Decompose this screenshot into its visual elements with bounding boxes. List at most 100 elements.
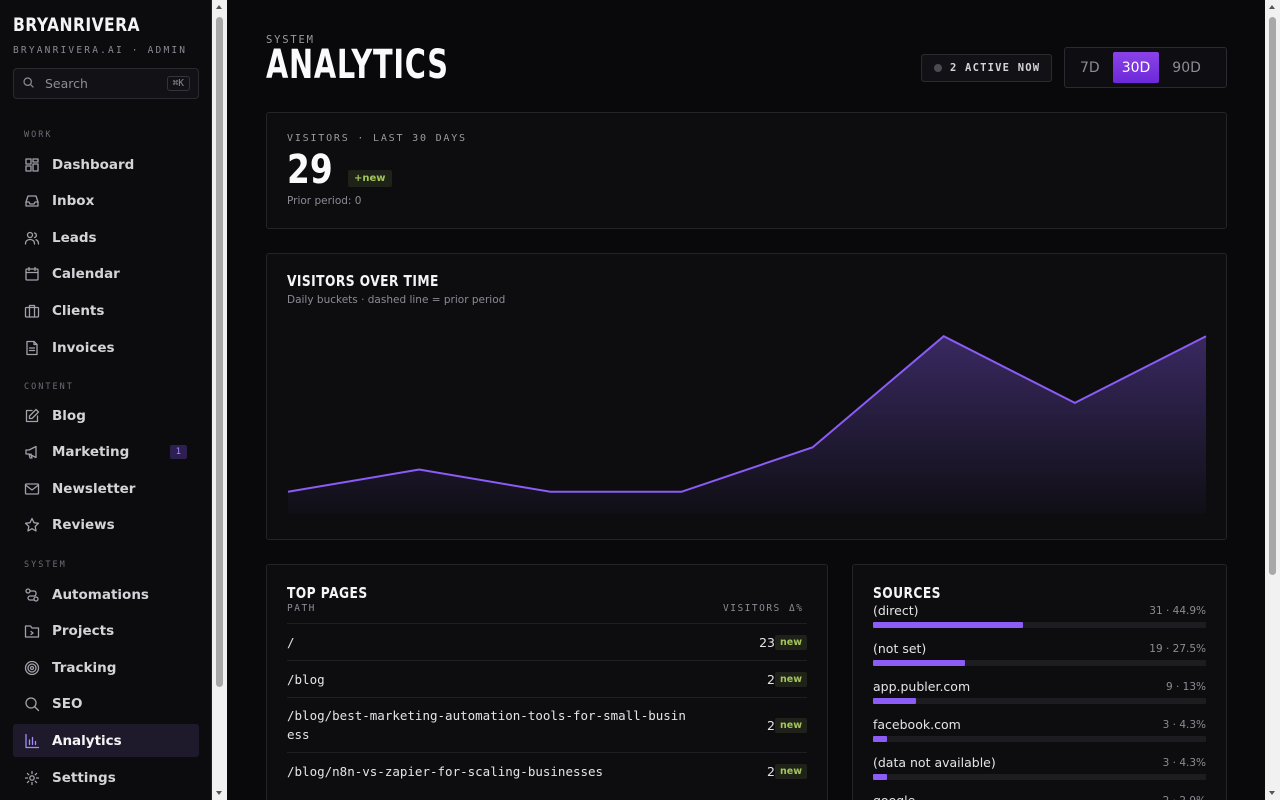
search-input[interactable]: Search	[45, 76, 88, 91]
brand-name[interactable]: BRYANRIVERA	[13, 14, 140, 36]
page-delta-badge: new	[775, 671, 807, 687]
sidebar-item-label: Analytics	[52, 732, 122, 749]
table-row[interactable]: /blog 2 new	[287, 660, 807, 697]
briefcase-icon	[24, 303, 40, 319]
sidebar-item-invoices[interactable]: Invoices	[13, 331, 199, 364]
search-shortcut: ⌘K	[166, 76, 190, 91]
source-name: facebook.com	[873, 717, 961, 732]
sidebar-item-label: SEO	[52, 696, 83, 713]
source-value: 3 · 4.3%	[1162, 719, 1206, 731]
page-path[interactable]: /blog/best-marketing-automation-tools-fo…	[287, 708, 686, 742]
table-row[interactable]: / 23 new	[287, 623, 807, 660]
chart-point[interactable]	[677, 488, 685, 496]
inbox-icon	[24, 193, 40, 209]
search-icon	[24, 696, 40, 712]
sidebar-item-label: Leads	[52, 229, 97, 246]
page-visitors: 2	[767, 717, 775, 733]
chart-point[interactable]	[809, 443, 817, 451]
source-row[interactable]: app.publer.com 9 · 13%	[873, 679, 1206, 717]
source-name: (not set)	[873, 641, 927, 656]
range-90d-button[interactable]: 90D	[1172, 59, 1201, 76]
megaphone-icon	[24, 444, 40, 460]
page-path[interactable]: /blog	[287, 671, 325, 687]
col-path-header: PATH	[287, 603, 316, 614]
page-delta-badge: new	[775, 717, 807, 733]
sidebar-item-marketing[interactable]: Marketing 1	[13, 436, 199, 469]
chart-point[interactable]	[940, 332, 948, 340]
source-bar-track	[873, 736, 1206, 742]
source-value: 2 · 2.9%	[1163, 795, 1206, 800]
status-dot-icon	[934, 64, 942, 72]
sidebar: BRYANRIVERA BRYANRIVERA.AI · ADMIN Searc…	[0, 0, 212, 800]
chart-area	[288, 336, 1206, 514]
top-pages-card: TOP PAGES PATH VISITORS Δ% /23 new/blog 2 n…	[266, 564, 828, 800]
source-name: google	[873, 793, 915, 800]
gear-icon	[24, 770, 40, 786]
grid-icon	[24, 157, 40, 173]
source-row[interactable]: (not set) 19 · 27.5%	[873, 641, 1206, 679]
kpi-value: 29	[287, 147, 333, 193]
sidebar-item-settings[interactable]: Settings	[13, 761, 199, 794]
table-row[interactable]: /blog/best-marketing-automation-tools-fo…	[287, 697, 807, 752]
kpi-change-badge: +new	[348, 170, 392, 187]
source-row[interactable]: (direct) 31 · 44.9%	[873, 603, 1206, 641]
sidebar-item-dashboard[interactable]: Dashboard	[13, 148, 199, 181]
page-visitors: 2	[767, 763, 775, 779]
chart-subtitle: Daily buckets · dashed line = prior peri…	[287, 294, 506, 306]
page-delta-badge: new	[775, 763, 807, 779]
source-bar-track	[873, 622, 1206, 628]
source-value: 9 · 13%	[1165, 681, 1206, 693]
source-row[interactable]: google 2 · 2.9%	[873, 793, 1206, 800]
source-bar-fill	[873, 622, 1023, 628]
sidebar-item-leads[interactable]: Leads	[13, 221, 199, 254]
section-label-system: SYSTEM	[24, 560, 67, 570]
range-7d-button[interactable]: 7D	[1080, 59, 1100, 76]
star-icon	[24, 517, 40, 533]
main-content: SYSTEM ANALYTICS 2 ACTIVE NOW 7D 30D 90D…	[227, 0, 1265, 800]
kpi-prior-period: Prior period: 0	[287, 195, 362, 207]
sidebar-item-blog[interactable]: Blog	[13, 399, 199, 432]
sidebar-item-seo[interactable]: SEO	[13, 688, 199, 721]
sidebar-item-analytics[interactable]: Analytics	[13, 724, 199, 758]
chart-point[interactable]	[415, 466, 423, 474]
chart-point[interactable]	[1071, 399, 1079, 407]
active-now-badge: 2 ACTIVE NOW	[921, 54, 1052, 82]
col-visitors-header: VISITORS	[723, 603, 781, 614]
source-row[interactable]: (data not available) 3 · 4.3%	[873, 755, 1206, 793]
sidebar-item-reviews[interactable]: Reviews	[13, 509, 199, 542]
kpi-label: VISITORS · LAST 30 DAYS	[287, 133, 467, 144]
sidebar-item-tracking[interactable]: Tracking	[13, 651, 199, 684]
sidebar-item-inbox[interactable]: Inbox	[13, 185, 199, 218]
sidebar-item-calendar[interactable]: Calendar	[13, 258, 199, 291]
users-icon	[24, 230, 40, 246]
page-path[interactable]: /	[287, 634, 295, 650]
sidebar-item-automations[interactable]: Automations	[13, 578, 199, 611]
page-path[interactable]: /blog/n8n-vs-zapier-for-scaling-business…	[287, 763, 604, 779]
folder-icon	[24, 623, 40, 639]
sidebar-scrollbar[interactable]	[212, 0, 227, 800]
sidebar-item-projects[interactable]: Projects	[13, 615, 199, 648]
sidebar-item-clients[interactable]: Clients	[13, 294, 199, 327]
file-icon	[24, 340, 40, 356]
chart-line-visitors	[287, 335, 1207, 493]
edit-icon	[24, 408, 40, 424]
visitors-kpi-card: VISITORS · LAST 30 DAYS 29 +new Prior pe…	[266, 112, 1227, 229]
search-box[interactable]: Search ⌘K	[13, 68, 199, 99]
source-bar-fill	[873, 736, 888, 742]
visitors-chart-card: VISITORS OVER TIME Daily buckets · dashe…	[266, 253, 1227, 540]
sidebar-item-newsletter[interactable]: Newsletter	[13, 472, 199, 505]
source-bar-fill	[873, 660, 965, 666]
range-30d-button[interactable]: 30D	[1112, 52, 1160, 83]
main-scrollbar[interactable]	[1265, 0, 1280, 800]
sidebar-item-label: Marketing	[52, 444, 130, 461]
brand-subtitle: BRYANRIVERA.AI · ADMIN	[13, 45, 188, 56]
sidebar-item-label: Projects	[52, 623, 115, 640]
chart-point[interactable]	[546, 488, 554, 496]
source-name: (direct)	[873, 603, 919, 618]
workflow-icon	[24, 587, 40, 603]
source-bar-track	[873, 774, 1206, 780]
marketing-count-badge: 1	[169, 444, 187, 459]
source-row[interactable]: facebook.com 3 · 4.3%	[873, 717, 1206, 755]
table-row[interactable]: /blog/n8n-vs-zapier-for-scaling-business…	[287, 752, 807, 789]
active-now-text: 2 ACTIVE NOW	[950, 62, 1041, 74]
